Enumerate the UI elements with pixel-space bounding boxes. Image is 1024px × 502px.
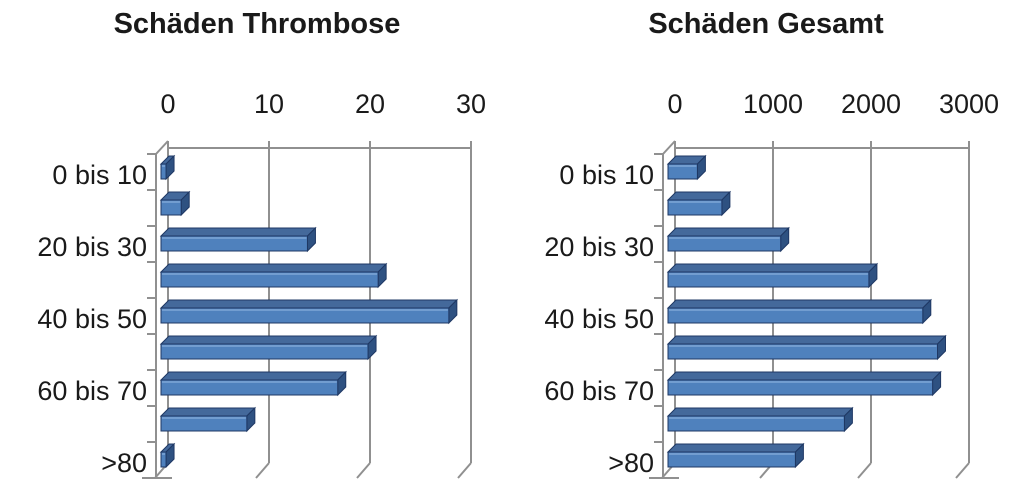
category-label: 20 bis 30 — [544, 232, 654, 262]
bar-front-face — [160, 163, 167, 180]
axis-corner-edge — [662, 140, 676, 155]
bar-front-face — [667, 271, 870, 288]
bar — [159, 334, 378, 361]
category-label: 60 bis 70 — [37, 376, 147, 406]
bar-top-face — [666, 335, 947, 345]
bar — [666, 298, 933, 325]
category-label: >80 — [101, 448, 147, 478]
bar — [666, 442, 805, 469]
gridline-foot — [255, 462, 270, 479]
bar-front-face — [667, 307, 924, 324]
bar-top-face — [159, 407, 257, 417]
bar-front-face — [667, 163, 698, 180]
x-tick-label: 0 — [160, 89, 175, 119]
bar — [159, 298, 459, 325]
chart-title-gesamt: Schäden Gesamt — [648, 8, 884, 40]
gesamt-chart: 0 1000 2000 3000 0 bis 10 20 bis 30 40 bis 50 6… — [544, 89, 999, 479]
bar — [666, 154, 707, 181]
category-label: 40 bis 50 — [37, 304, 147, 334]
bar — [159, 226, 317, 253]
bar-top-face — [159, 371, 347, 381]
bar-top-face — [159, 299, 459, 309]
bar-front-face — [160, 307, 450, 324]
bar-top-face — [666, 407, 854, 417]
bar-front-face — [160, 415, 248, 432]
bar — [159, 154, 176, 181]
bar — [666, 226, 790, 253]
x-tick-label: 3000 — [939, 89, 999, 119]
bar-top-face — [666, 263, 879, 273]
bar-front-face — [667, 235, 782, 252]
x-tick-label: 1000 — [743, 89, 803, 119]
gridline-foot — [857, 462, 872, 479]
chart-title-thrombose: Schäden Thrombose — [113, 8, 401, 40]
x-tick-label: 2000 — [841, 89, 901, 119]
x-tick-label: 30 — [456, 89, 486, 119]
bar — [159, 406, 257, 433]
gridline-foot — [457, 462, 472, 479]
category-label: 20 bis 30 — [37, 232, 147, 262]
bar-front-face — [667, 199, 723, 216]
category-label: 0 bis 10 — [52, 160, 147, 190]
bar — [666, 406, 854, 433]
x-tick-label: 0 — [667, 89, 682, 119]
category-label: >80 — [608, 448, 654, 478]
bar-front-face — [667, 451, 796, 468]
bar — [159, 370, 347, 397]
bar-top-face — [666, 299, 933, 309]
category-label: 0 bis 10 — [559, 160, 654, 190]
bar-top-face — [159, 335, 378, 345]
x-tick-label: 20 — [355, 89, 385, 119]
bar — [666, 370, 942, 397]
bar-top-face — [666, 191, 732, 201]
bar — [666, 262, 879, 289]
axis-corner-edge — [155, 140, 169, 155]
gridline-foot — [356, 462, 371, 479]
bar-front-face — [667, 379, 934, 396]
bar-top-face — [666, 371, 942, 381]
bar — [159, 442, 176, 469]
bar-front-face — [160, 343, 369, 360]
x-tick-label: 10 — [254, 89, 284, 119]
bar-top-face — [159, 227, 317, 237]
bar-front-face — [160, 271, 379, 288]
bar-top-face — [666, 443, 805, 453]
bar — [666, 190, 732, 217]
bar-top-face — [159, 263, 388, 273]
gridline-foot — [955, 462, 970, 479]
bar — [666, 334, 947, 361]
bar — [159, 262, 388, 289]
category-label: 60 bis 70 — [544, 376, 654, 406]
bar-front-face — [667, 343, 938, 360]
bar-top-face — [666, 227, 790, 237]
bar-front-face — [160, 379, 339, 396]
bar-front-face — [160, 451, 167, 468]
bar — [159, 190, 191, 217]
category-label: 40 bis 50 — [544, 304, 654, 334]
bar-front-face — [160, 235, 308, 252]
thrombose-chart: 0 10 20 30 0 bis 10 20 bis 30 40 bis 50 60 bis … — [37, 89, 486, 479]
bar-front-face — [160, 199, 182, 216]
bar-front-face — [667, 415, 845, 432]
